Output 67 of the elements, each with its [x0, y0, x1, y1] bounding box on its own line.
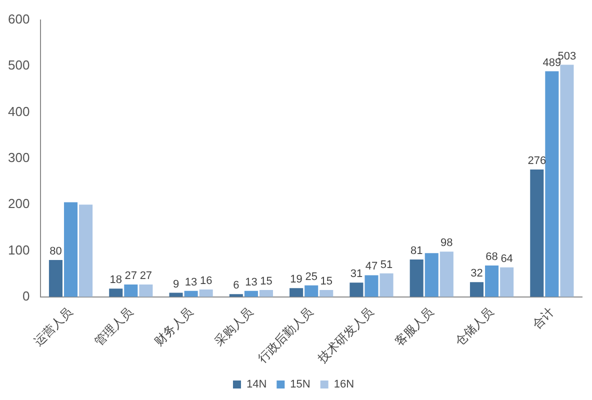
data-label: 64 — [500, 252, 513, 265]
bar — [410, 260, 424, 297]
bar — [350, 282, 364, 297]
bar — [470, 282, 484, 297]
data-label: 98 — [440, 237, 453, 250]
y-tick-label: 500 — [8, 58, 30, 73]
bar — [139, 284, 153, 297]
data-label: 31 — [350, 268, 363, 280]
bar — [48, 260, 62, 297]
data-label: 81 — [410, 245, 423, 258]
legend-label: 14N — [246, 378, 267, 391]
x-tick-label: 行政后勤人员 — [254, 304, 316, 366]
bar — [259, 290, 273, 297]
bar — [380, 273, 394, 297]
data-label: 19 — [290, 274, 302, 286]
bar — [244, 290, 258, 297]
y-tick-label: 600 — [8, 12, 30, 27]
x-tick-label: 客服人员 — [392, 304, 436, 348]
data-label: 6 — [233, 280, 240, 292]
data-label: 68 — [486, 251, 498, 264]
data-label: 13 — [184, 276, 198, 288]
y-tick-label: 400 — [8, 104, 30, 119]
bar — [320, 290, 334, 297]
bar — [424, 253, 438, 297]
data-label: 27 — [140, 270, 152, 282]
data-label: 15 — [260, 276, 272, 288]
data-label: 51 — [380, 258, 393, 271]
y-tick-label: 300 — [8, 150, 30, 166]
bar — [124, 284, 138, 297]
bar — [64, 202, 78, 297]
data-label: 16 — [200, 275, 212, 288]
x-tick-label: 管理人员 — [92, 304, 136, 348]
bar — [304, 285, 318, 297]
bar — [199, 290, 213, 297]
x-tick-label: 运营人员 — [31, 304, 76, 348]
bar — [290, 288, 304, 297]
bar — [364, 275, 378, 297]
bar — [485, 266, 499, 297]
data-label: 9 — [172, 278, 180, 290]
data-label: 47 — [365, 260, 378, 273]
x-tick-label: 采购人员 — [212, 304, 256, 348]
bar — [440, 252, 454, 297]
x-tick-label: 财务人员 — [152, 304, 196, 348]
data-label: 13 — [245, 276, 258, 288]
y-tick-label: 0 — [22, 288, 30, 304]
data-label: 25 — [305, 270, 318, 283]
x-tick-label: 合计 — [530, 304, 556, 332]
data-label: 27 — [124, 270, 138, 282]
bar — [545, 71, 559, 297]
legend-label: 16N — [334, 378, 354, 391]
data-label: 18 — [110, 274, 122, 286]
bar — [560, 64, 574, 297]
bar — [79, 204, 93, 297]
bar — [229, 294, 243, 297]
bar — [184, 290, 198, 297]
x-tick-label: 技术研发人员 — [314, 304, 376, 366]
legend-label: 15N — [290, 378, 310, 391]
bar — [109, 288, 123, 297]
data-label: 80 — [50, 246, 62, 258]
data-label: 32 — [470, 268, 483, 280]
data-label: 15 — [320, 276, 333, 288]
y-tick-label: 100 — [8, 242, 30, 258]
bar — [530, 170, 544, 297]
data-label: 489 — [542, 56, 562, 69]
bar — [500, 267, 514, 297]
y-tick-label: 200 — [8, 196, 30, 212]
x-tick-label: 仓储人员 — [452, 304, 496, 348]
